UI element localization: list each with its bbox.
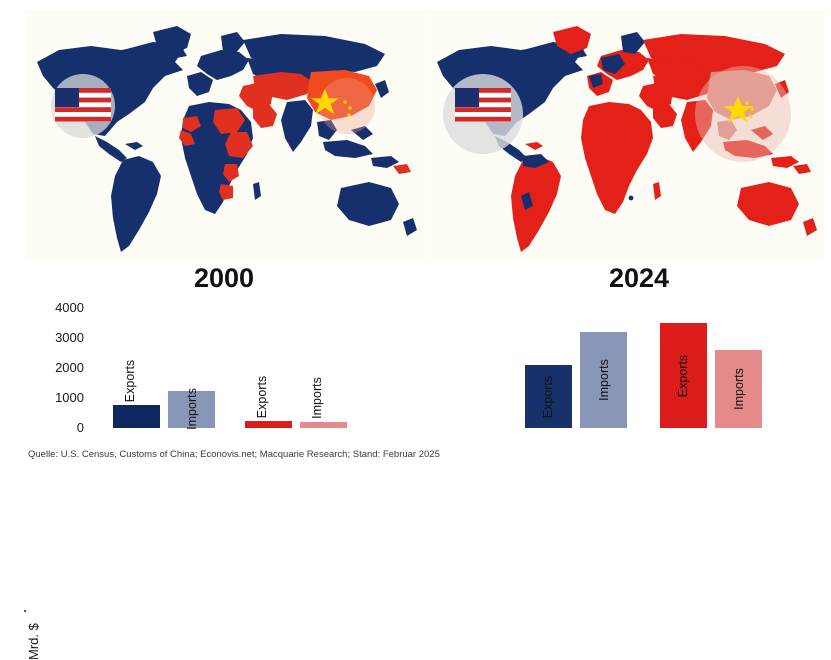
china-star-icon	[723, 96, 753, 123]
bar-2000-china-exports[interactable]: Exports	[245, 375, 292, 428]
bar-group-2024-china: Exports Imports	[660, 308, 762, 428]
bar-2000-usa-exports[interactable]: Exports	[113, 359, 160, 428]
world-map-2024	[425, 10, 824, 260]
bar-label-imports: Imports	[309, 377, 324, 419]
bar-group-2024-usa: Exports Imports	[525, 308, 627, 428]
bar-group-2000-china: Exports Imports	[245, 308, 347, 428]
trade-bar-chart: Mrd. $ 4000 3000 2000 1000 0 Exports Imports E…	[0, 300, 831, 660]
chart-plot-area: Exports Imports Exports Imports Exports Impor…	[95, 308, 815, 431]
china-star-icon	[310, 88, 340, 115]
bar-2024-china-exports[interactable]: Exports	[660, 323, 707, 428]
china-magnifier-2024	[695, 66, 791, 162]
usa-magnifier-2024	[443, 74, 523, 154]
world-map-2000-svg	[25, 10, 424, 260]
y-tick-4000: 4000	[55, 300, 84, 315]
year-label-2000: 2000	[193, 263, 255, 293]
bar-label-exports: Exports	[676, 354, 691, 397]
y-tick-0: 0	[76, 420, 84, 435]
y-axis-title: Mrd. $	[26, 623, 41, 660]
bar-label-imports: Imports	[731, 368, 746, 410]
y-tick-3000: 3000	[55, 330, 84, 345]
bar-label-imports: Imports	[184, 388, 199, 431]
infographic-root: 2000 2024 Mrd. $ 4000 3000 2000 1000 0 Expor…	[0, 10, 831, 660]
bar-group-2000-usa: Exports Imports	[113, 308, 215, 431]
bar-2024-usa-imports[interactable]: Imports	[580, 332, 627, 428]
source-note: Quelle: U.S. Census, Customs of China; E…	[28, 449, 440, 460]
bar-label-exports: Exports	[122, 359, 137, 402]
us-flag-icon	[55, 88, 111, 122]
bar-2000-china-imports[interactable]: Imports	[300, 377, 347, 428]
bar-2024-china-imports[interactable]: Imports	[715, 350, 762, 428]
world-map-2024-svg	[425, 10, 824, 260]
bar-2000-usa-imports[interactable]: Imports	[168, 388, 215, 431]
world-map-2000	[25, 10, 424, 260]
bar-label-exports: Exports	[541, 375, 556, 418]
usa-magnifier-2000	[51, 74, 115, 138]
us-flag-icon	[455, 88, 511, 122]
bar-2024-usa-exports[interactable]: Exports	[525, 365, 572, 428]
bar-label-imports: Imports	[596, 359, 611, 401]
y-tick-1000: 1000	[55, 390, 84, 405]
y-tick-2000: 2000	[55, 360, 84, 375]
china-magnifier-2000	[310, 78, 375, 134]
stray-dot-mark	[24, 610, 26, 612]
year-label-2024: 2024	[608, 263, 670, 293]
bar-label-exports: Exports	[254, 375, 269, 418]
